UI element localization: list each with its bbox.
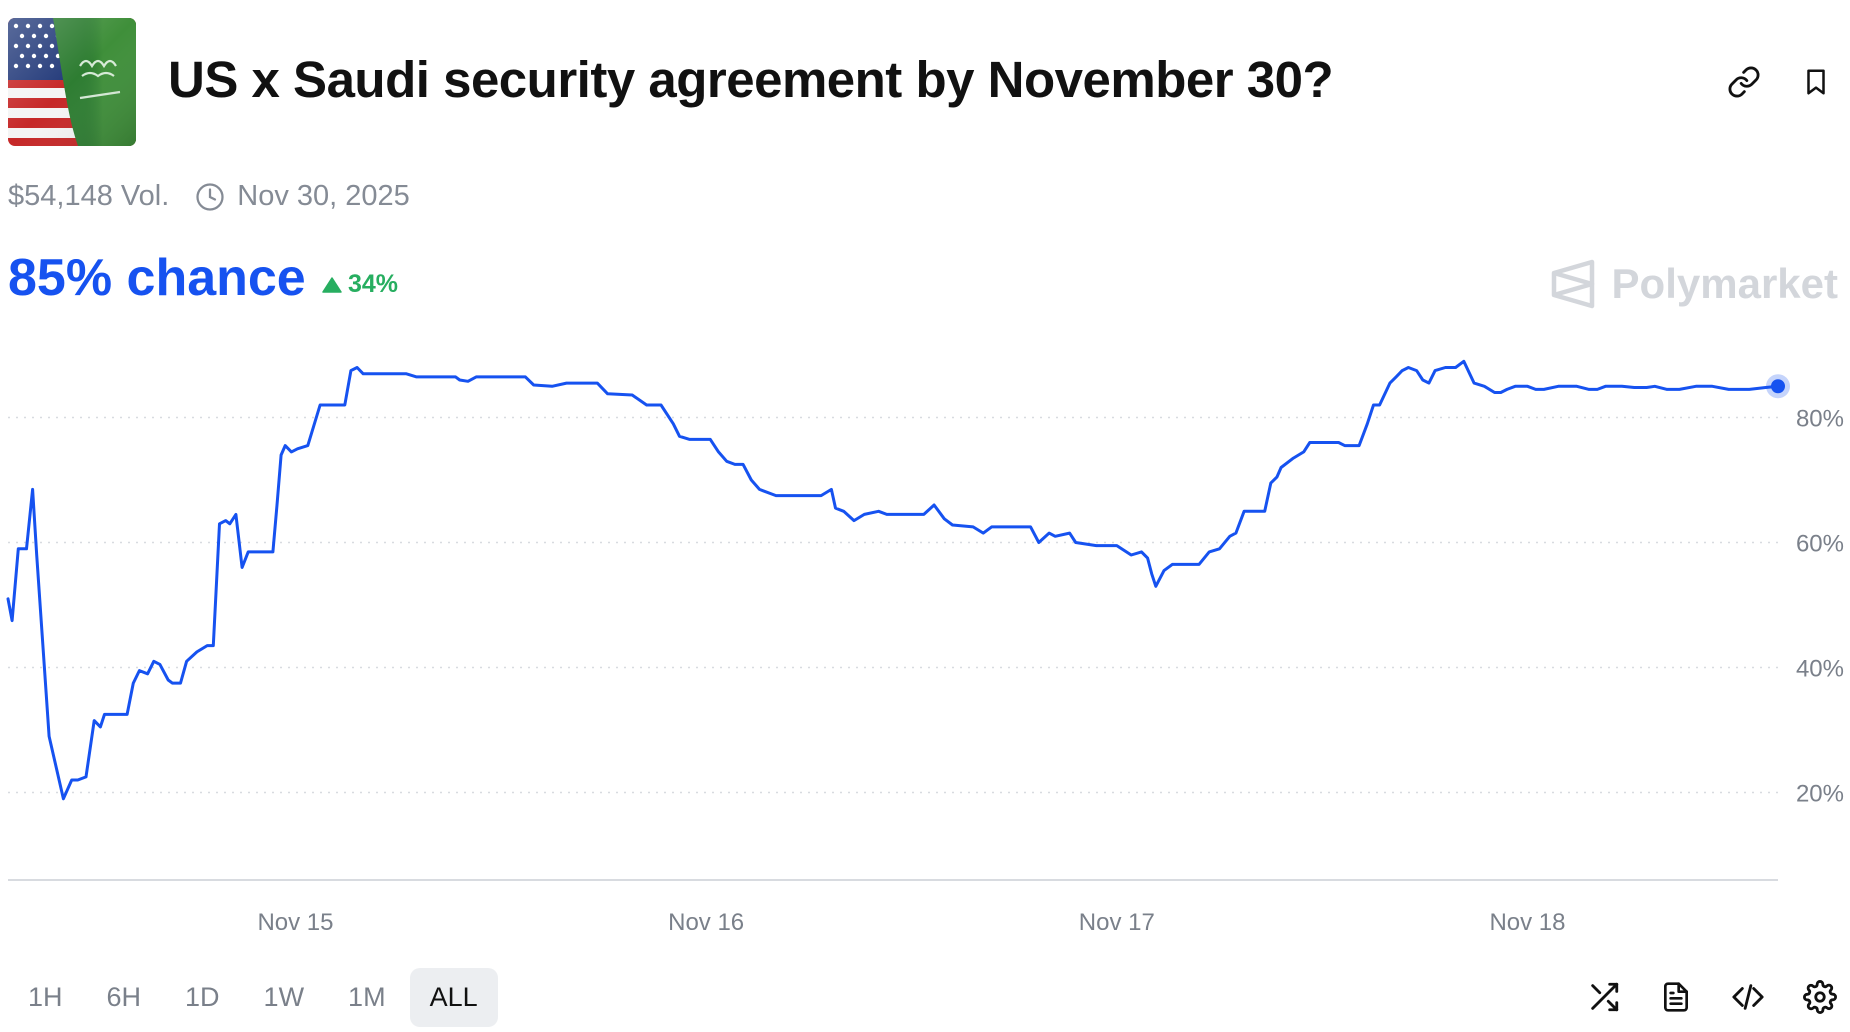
probability-line bbox=[6, 359, 1780, 801]
last-point-marker bbox=[1771, 379, 1785, 394]
document-icon[interactable] bbox=[1654, 975, 1698, 1019]
market-meta: $54,148 Vol. Nov 30, 2025 bbox=[8, 180, 410, 213]
y-tick-label: 40% bbox=[1796, 656, 1844, 683]
triangle-up-icon bbox=[322, 276, 342, 293]
x-tick-label: Nov 15 bbox=[257, 909, 333, 936]
range-6h[interactable]: 6H bbox=[106, 982, 142, 1012]
range-1m[interactable]: 1M bbox=[348, 982, 386, 1012]
bookmark-icon[interactable] bbox=[1796, 62, 1836, 102]
us-saudi-flags-icon bbox=[8, 18, 136, 146]
chart-toolbar bbox=[1554, 975, 1842, 1019]
shuffle-icon[interactable] bbox=[1582, 975, 1626, 1019]
x-tick-label: Nov 17 bbox=[1079, 909, 1155, 936]
y-tick-label: 60% bbox=[1796, 531, 1844, 558]
polymarket-logo: Polymarket bbox=[1550, 258, 1838, 310]
code-icon[interactable] bbox=[1726, 975, 1770, 1019]
end-date-label: Nov 30, 2025 bbox=[237, 180, 410, 212]
settings-icon[interactable] bbox=[1798, 975, 1842, 1019]
x-tick-label: Nov 18 bbox=[1489, 909, 1565, 936]
polymarket-logo-icon bbox=[1551, 259, 1594, 309]
change-value: 34% bbox=[348, 270, 399, 298]
chance-value: 85% chance bbox=[8, 249, 306, 307]
brand-name: Polymarket bbox=[1611, 260, 1838, 307]
link-icon[interactable] bbox=[1724, 62, 1764, 102]
change-badge: 34% bbox=[322, 270, 398, 299]
market-title: US x Saudi security agreement by Novembe… bbox=[168, 51, 1334, 108]
range-1d[interactable]: 1D bbox=[185, 982, 220, 1012]
range-1h[interactable]: 1H bbox=[28, 982, 63, 1012]
clock-icon bbox=[195, 182, 225, 212]
volume-label: $54,148 Vol. bbox=[8, 180, 170, 212]
y-tick-label: 20% bbox=[1796, 781, 1844, 808]
x-tick-label: Nov 16 bbox=[668, 909, 744, 936]
price-chart: 20% 40% 60% 80% Nov 15 Nov 16 Nov 17 Nov 18 bbox=[6, 359, 1844, 936]
time-range-selector: 1H 6H 1D 1W 1M ALL bbox=[8, 968, 502, 1027]
range-all[interactable]: ALL bbox=[409, 968, 498, 1027]
y-tick-label: 80% bbox=[1796, 406, 1844, 433]
range-1w[interactable]: 1W bbox=[263, 982, 305, 1012]
